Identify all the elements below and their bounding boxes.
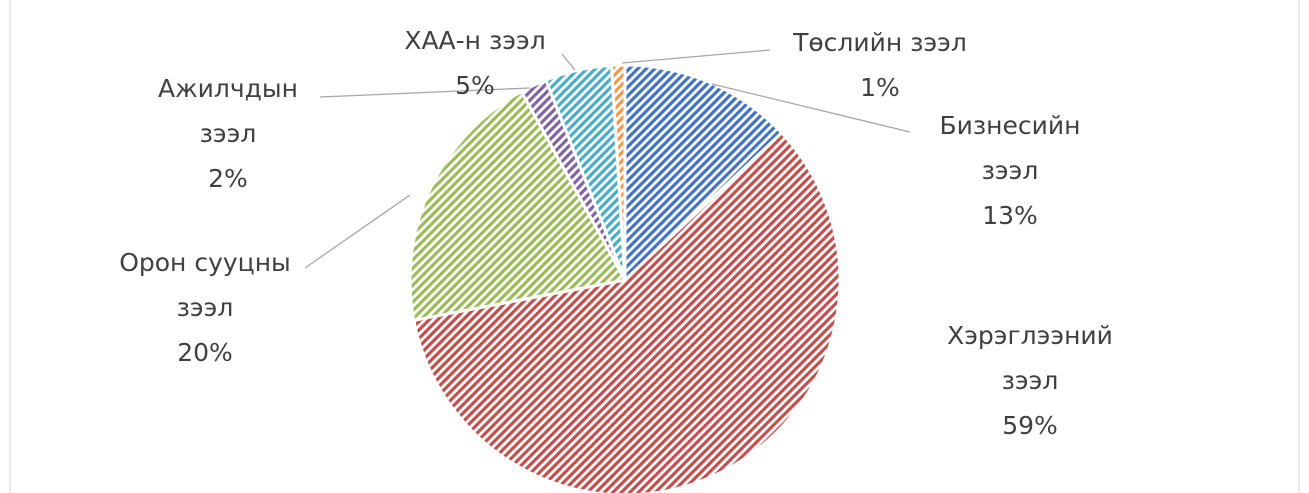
value-label: 59% (1002, 411, 1058, 440)
data-label: ХАА-н зээл 5% (375, 18, 575, 108)
pie-slice (412, 130, 842, 493)
leader-line (561, 53, 576, 71)
category-label: Төслийн зээл (793, 28, 967, 57)
data-label: Ажилчдын зээл 2% (138, 66, 318, 201)
leader-line (319, 87, 531, 98)
value-label: 1% (860, 73, 900, 102)
data-label: Хэрэглээний зээл 59% (930, 313, 1130, 448)
pie-slice (408, 89, 628, 323)
value-label: 13% (982, 201, 1038, 230)
pie-slice (609, 63, 627, 281)
value-label: 5% (455, 71, 495, 100)
category-label: Бизнесийн зээл (939, 111, 1081, 185)
data-label: Төслийн зээл 1% (760, 20, 1000, 110)
leader-line (711, 83, 911, 133)
category-label: ХАА-н зээл (404, 26, 546, 55)
value-label: 20% (177, 338, 233, 367)
data-label: Бизнесийн зээл 13% (925, 103, 1095, 238)
leader-line (304, 194, 411, 269)
data-label: Орон сууцны зээл 20% (95, 240, 315, 375)
category-label: Орон сууцны зээл (119, 248, 291, 322)
category-label: Хэрэглээний зээл (947, 321, 1113, 395)
value-label: 2% (208, 164, 248, 193)
pie-slice (623, 63, 784, 284)
leader-line (621, 49, 771, 64)
category-label: Ажилчдын зээл (158, 74, 298, 148)
chart-border (9, 0, 1300, 493)
